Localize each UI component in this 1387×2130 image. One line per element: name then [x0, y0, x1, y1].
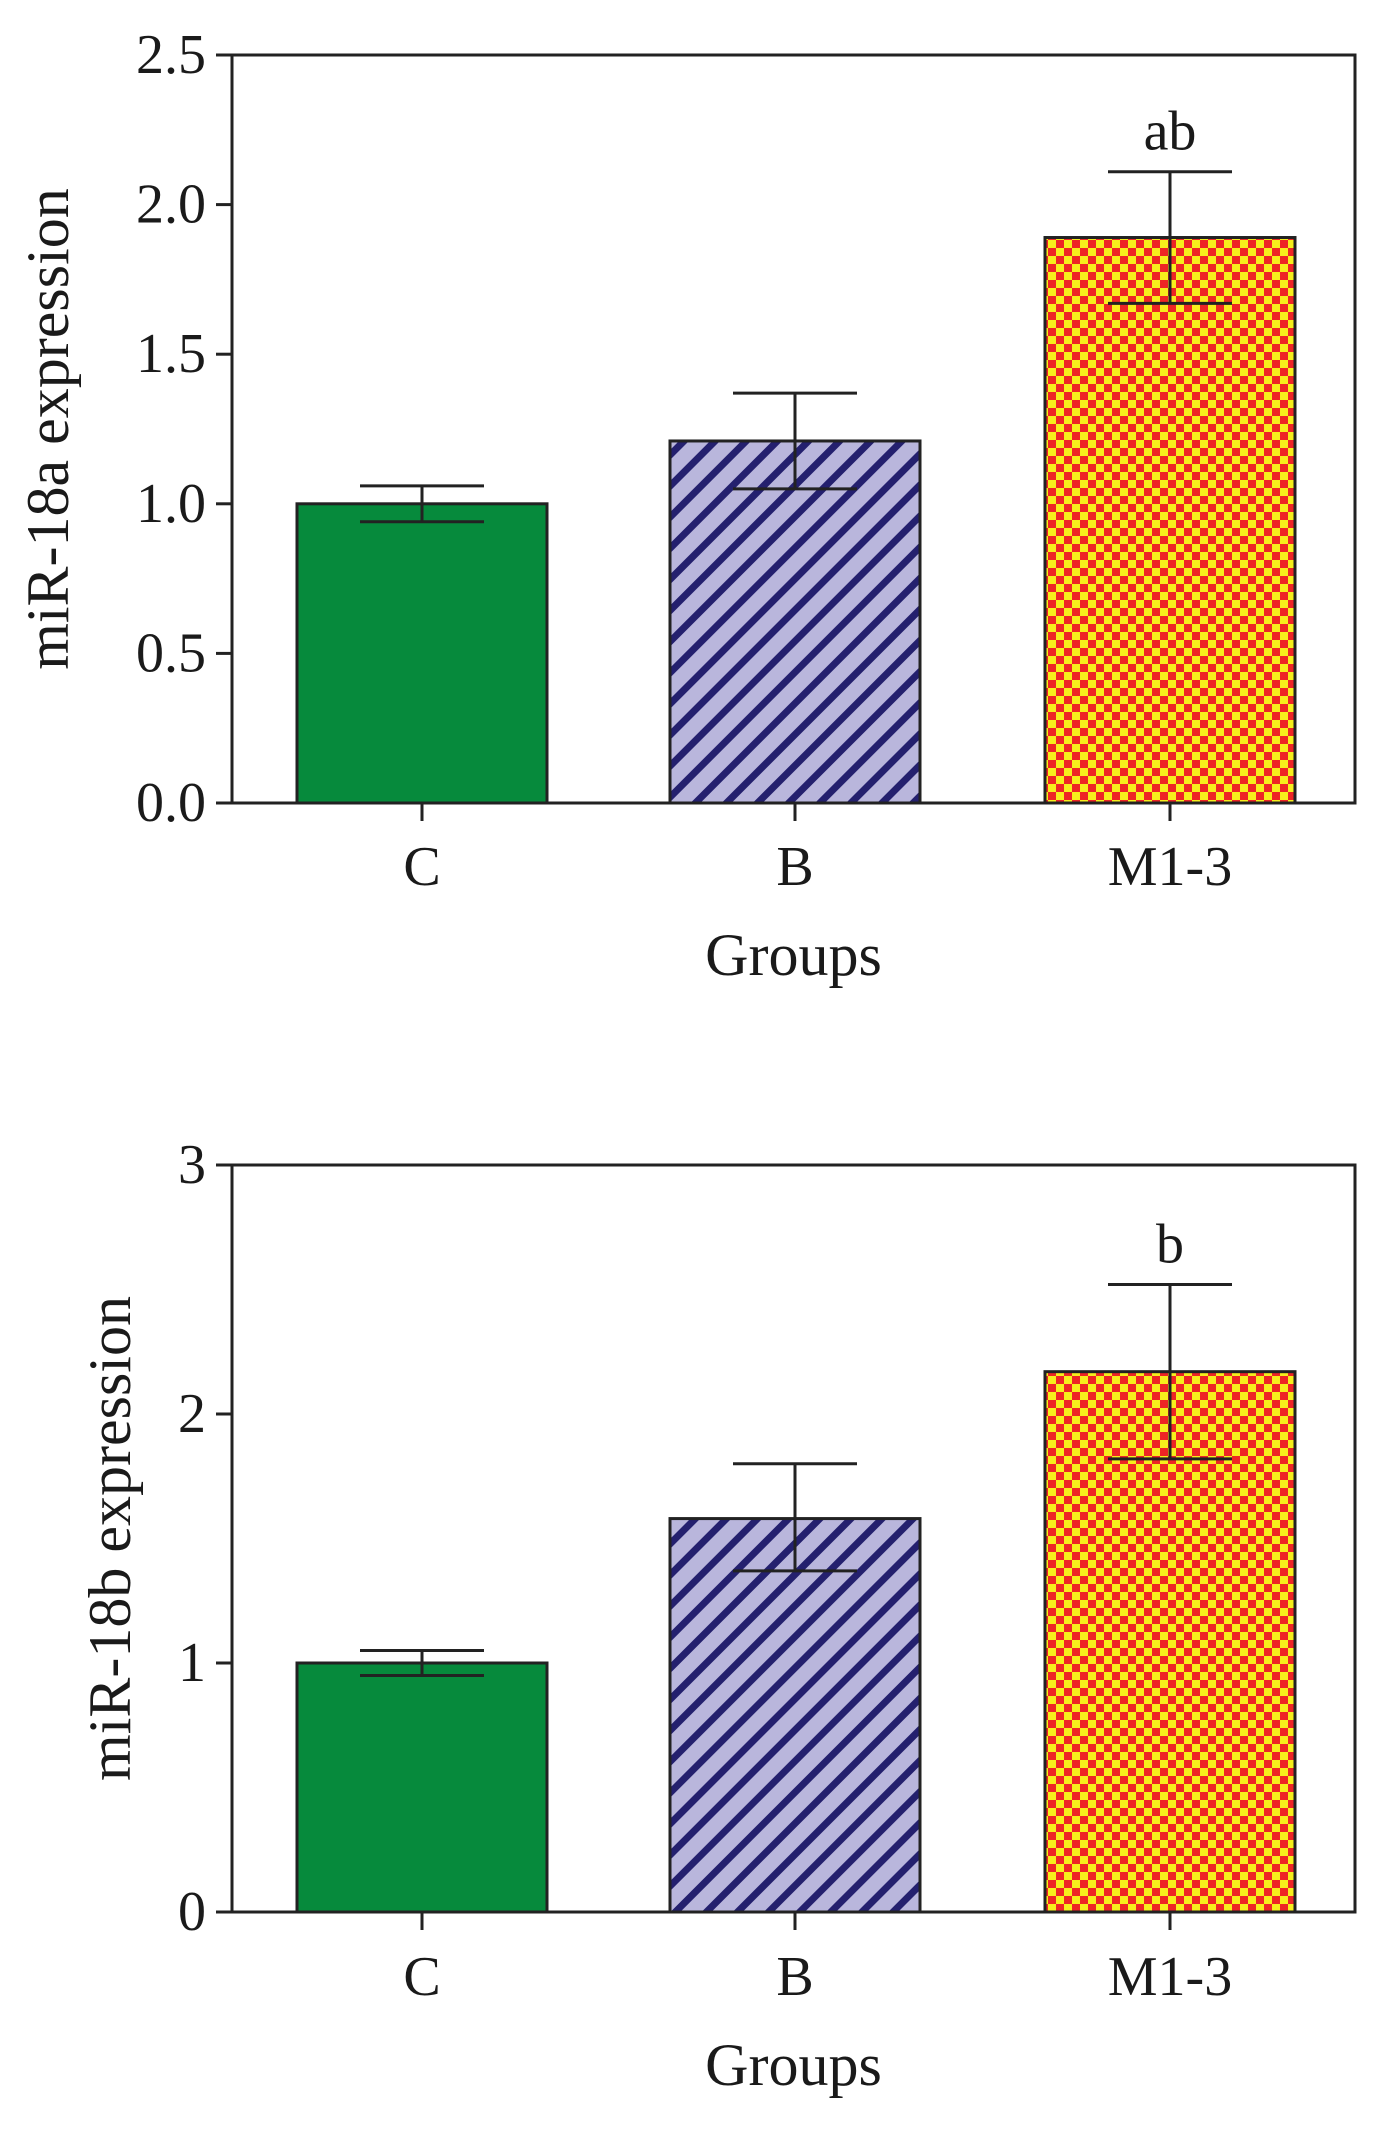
error-bar-m1-3 — [1108, 170, 1232, 305]
x-axis-title: Groups — [705, 922, 882, 988]
significance-label: b — [1156, 1214, 1184, 1276]
y-tick-label: 1.5 — [136, 323, 206, 385]
y-axis-title: miR-18b expression — [77, 1296, 143, 1781]
y-tick-label: 1 — [178, 1632, 206, 1694]
y-tick-label: 0.5 — [136, 622, 206, 684]
y-axis-title: miR-18a expression — [15, 188, 81, 670]
bar-b — [668, 1517, 922, 1914]
x-tick-label-c: C — [403, 836, 440, 898]
y-tick-label: 0 — [178, 1881, 206, 1943]
x-tick-label-b: B — [776, 836, 813, 898]
x-tick-label-m1-3: M1-3 — [1108, 836, 1232, 898]
x-tick-label-b: B — [776, 1946, 813, 2008]
chart-mir-18b: b 0 1 2 3 C B M1-3 Groups miR-18b expression — [77, 1134, 1357, 2098]
x-axis-title: Groups — [705, 2032, 882, 2098]
y-tick-label: 0.0 — [136, 772, 206, 834]
x-tick-label-m1-3: M1-3 — [1108, 1946, 1232, 2008]
y-tick-label: 2 — [178, 1383, 206, 1445]
x-tick-label-c: C — [403, 1946, 440, 2008]
y-tick-label: 3 — [178, 1134, 206, 1196]
bar-b — [668, 439, 922, 805]
y-tick-label: 1.0 — [136, 473, 206, 535]
error-bar-c — [360, 1649, 484, 1677]
error-bar-c — [360, 484, 484, 524]
bar-c — [295, 1661, 549, 1914]
bar-c — [295, 502, 549, 805]
significance-label: ab — [1144, 101, 1197, 163]
chart-mir-18a: ab 0.0 0.5 1.0 1.5 2.0 2.5 C B M1-3 Groups miR-18a … — [15, 24, 1357, 988]
y-tick-label: 2.5 — [136, 24, 206, 86]
bar-m1-3 — [1043, 236, 1297, 805]
bar-m1-3 — [1043, 1370, 1297, 1914]
error-bar-b — [733, 1462, 857, 1573]
y-tick-label: 2.0 — [136, 174, 206, 236]
error-bar-m1-3 — [1108, 1283, 1232, 1461]
error-bar-b — [733, 391, 857, 491]
